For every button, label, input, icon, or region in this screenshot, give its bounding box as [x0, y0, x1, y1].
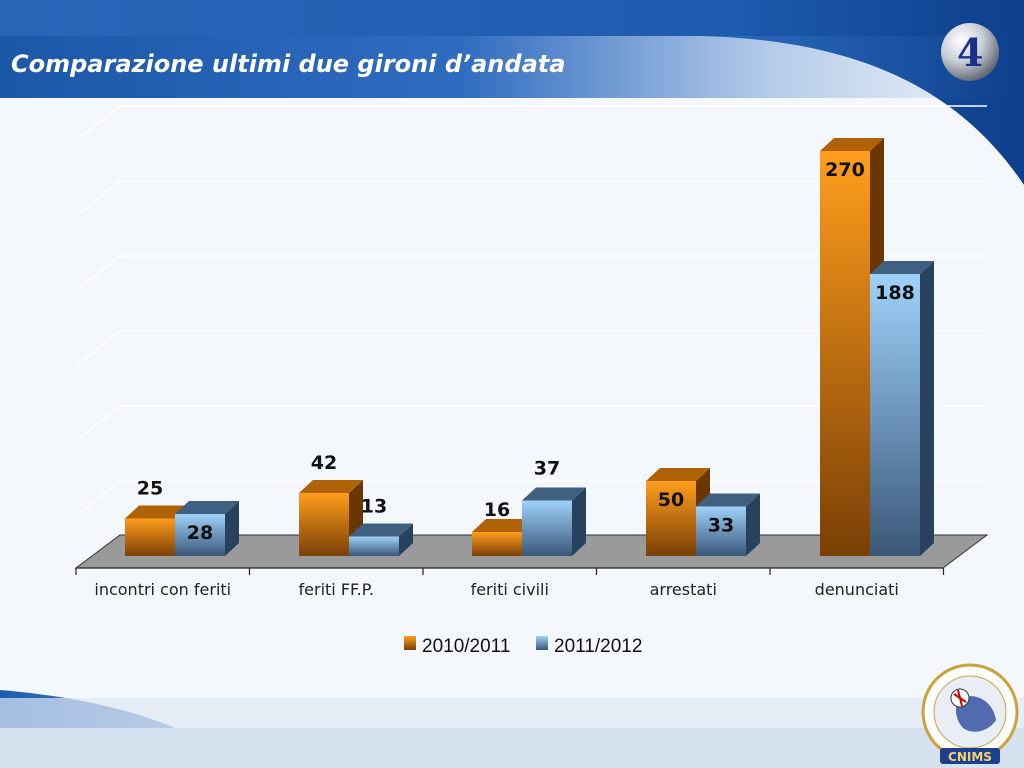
bar-front: [175, 514, 225, 556]
bar-top: [472, 519, 536, 532]
gridline: [75, 255, 987, 292]
bar-side: [225, 501, 239, 556]
bar-front: [696, 506, 746, 556]
cnims-logo: CNIMS: [921, 663, 1019, 764]
bar-front: [820, 151, 870, 556]
category-label: feriti civili: [471, 580, 549, 599]
bar: [870, 261, 934, 556]
legend: 2010/2011 2011/2012: [404, 636, 642, 657]
bar-front: [870, 274, 920, 556]
logo-text: CNIMS: [948, 750, 992, 764]
bar-side: [572, 487, 586, 556]
bar-top: [696, 493, 760, 507]
bar: [522, 487, 586, 556]
bar-front: [472, 532, 522, 556]
gridline: [75, 105, 987, 142]
bar-top: [299, 480, 363, 493]
value-label: 33: [708, 515, 734, 537]
bar-front: [349, 536, 399, 556]
value-label: 50: [658, 489, 684, 511]
legend-swatch-2010-2011: [404, 636, 416, 650]
bar-top: [646, 468, 710, 481]
legend-label-2011-2012: 2011/2012: [554, 636, 642, 657]
bar-front: [522, 500, 572, 556]
bar-side: [746, 493, 760, 556]
value-label: 28: [187, 522, 213, 544]
bar: [175, 501, 239, 556]
title-bar: [0, 36, 1024, 98]
bar: [696, 493, 760, 556]
gridline: [75, 330, 987, 367]
bar: [349, 523, 413, 556]
slide-title: Comparazione ultimi due gironi d’andata: [11, 50, 566, 78]
number-badge: 4: [941, 23, 999, 81]
value-label: 37: [534, 458, 560, 480]
legend-swatch-2011-2012: [536, 636, 548, 650]
gridline: [75, 405, 987, 442]
value-label: 25: [137, 478, 163, 500]
bar: [299, 480, 363, 556]
value-label: 16: [484, 499, 510, 521]
bar-front: [646, 481, 696, 556]
bar-side: [399, 523, 413, 556]
category-label: incontri con feriti: [94, 580, 231, 599]
x-axis: [75, 567, 945, 575]
category-label: arrestati: [650, 580, 717, 599]
value-label: 270: [825, 159, 865, 181]
badge-number: 4: [957, 30, 983, 75]
category-labels: incontri con feriti feriti FF.P. feriti ci…: [94, 580, 898, 599]
bar-top: [349, 523, 413, 537]
value-labels: 25 28 42 13 16 37 50 33 270 188: [137, 159, 915, 544]
bar-side: [920, 261, 934, 556]
bar-front: [125, 518, 175, 556]
legend-label-2010-2011: 2010/2011: [422, 636, 510, 657]
bar-top: [125, 505, 189, 519]
bar-top: [870, 261, 934, 274]
value-label: 188: [875, 282, 915, 304]
category-label: feriti FF.P.: [299, 580, 374, 599]
value-label: 13: [361, 496, 387, 518]
bars: [125, 138, 934, 556]
bar-front: [299, 493, 349, 556]
category-label: denunciati: [815, 580, 899, 599]
gridline: [75, 180, 987, 217]
bar-top: [522, 487, 586, 501]
bar-top: [820, 138, 884, 151]
bar-top: [175, 501, 239, 514]
value-label: 42: [311, 452, 337, 474]
